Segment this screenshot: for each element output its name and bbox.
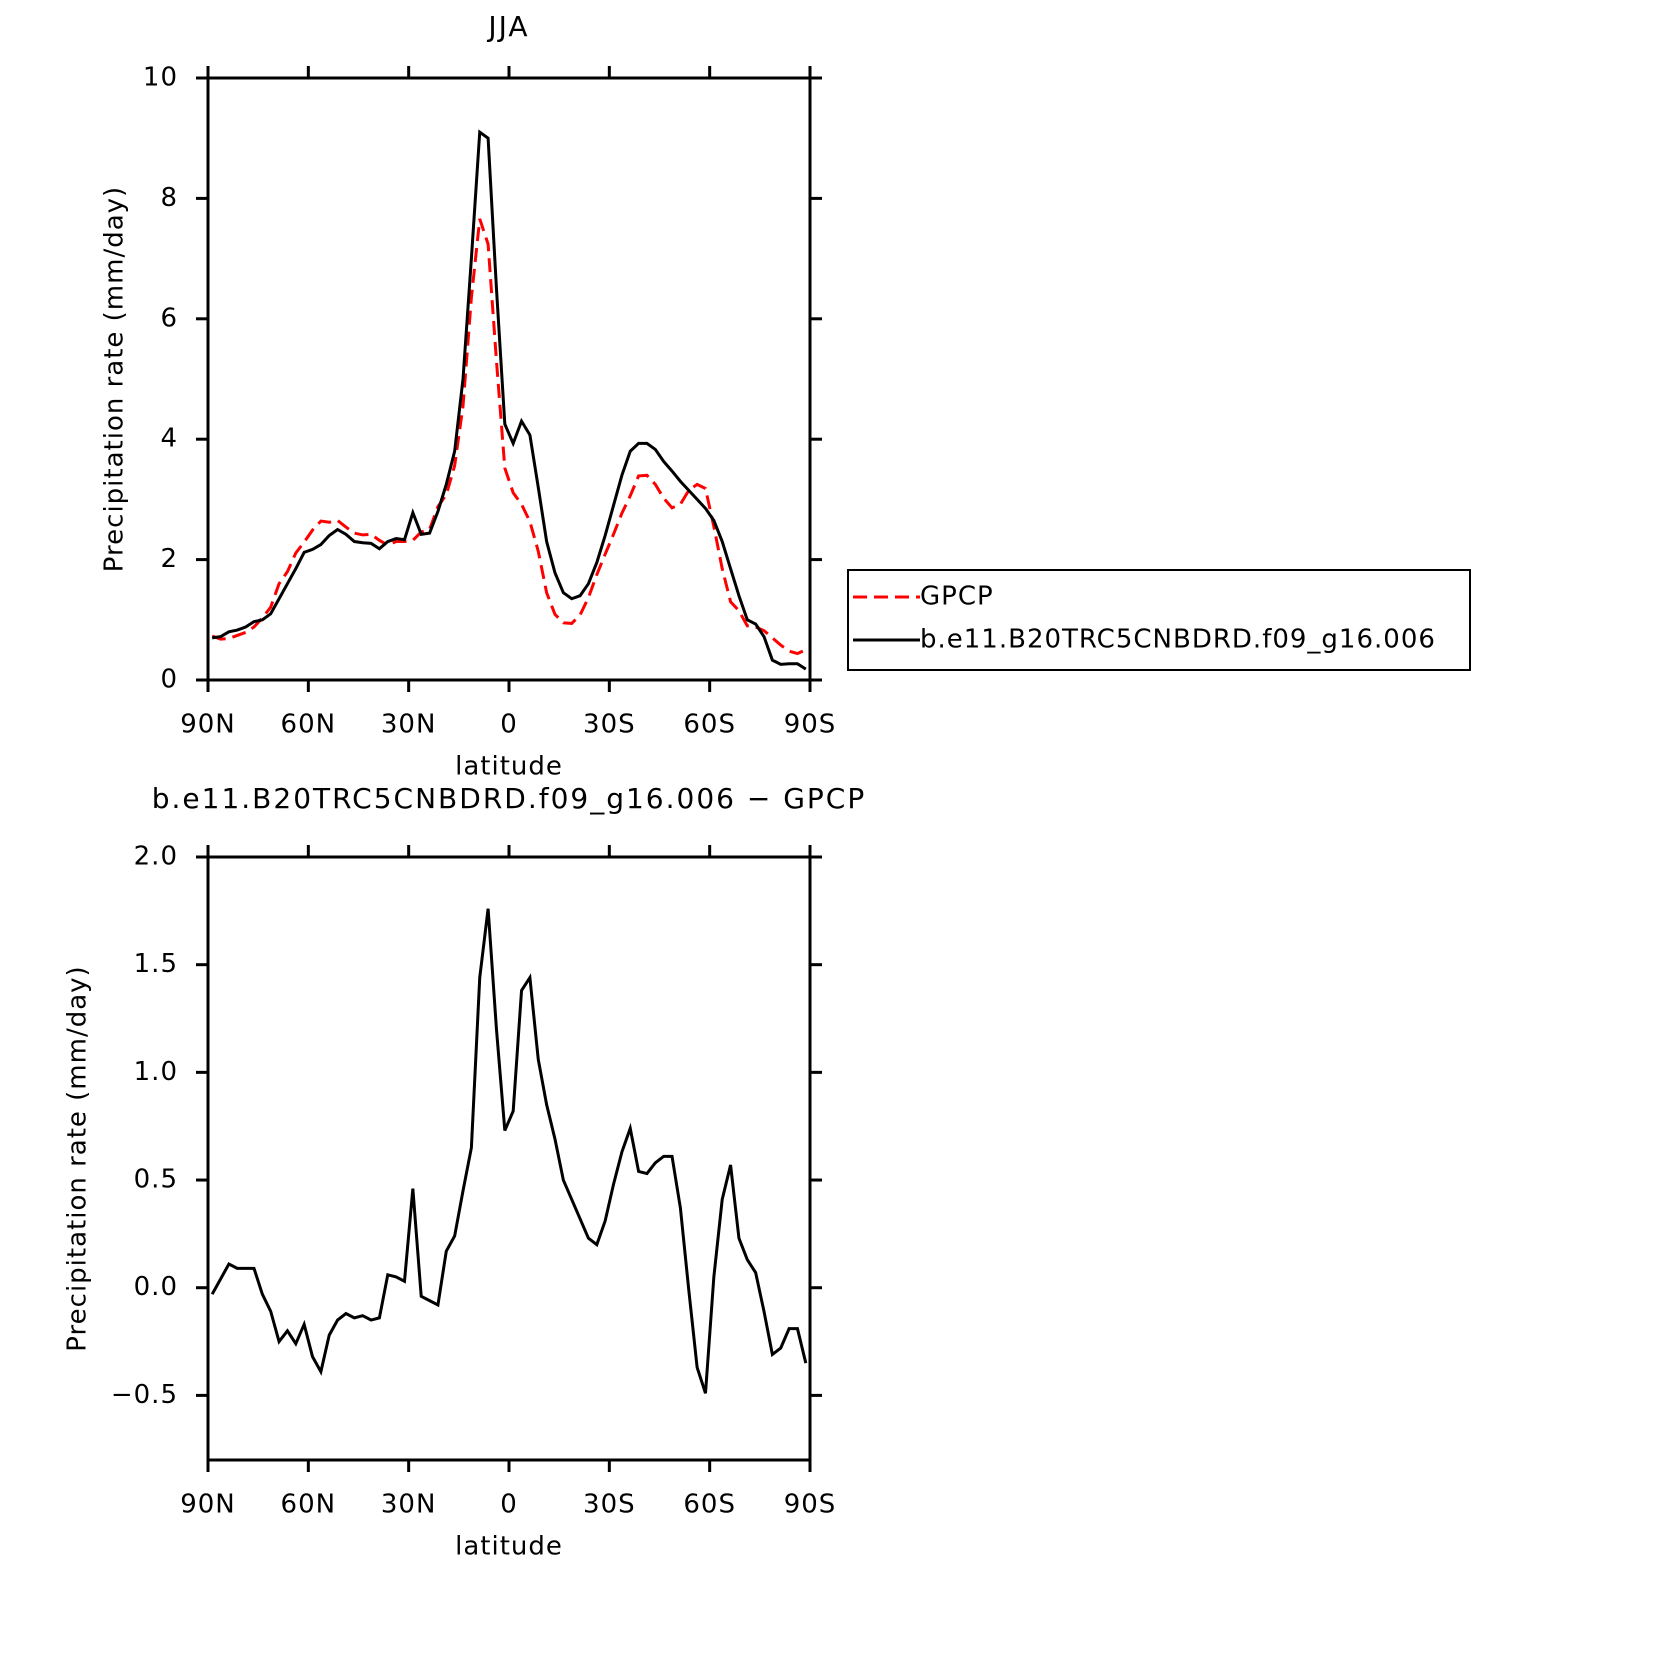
x-tick-label: 60S <box>683 1490 736 1520</box>
y-tick-label: 6 <box>160 303 178 333</box>
x-tick-label: 60S <box>683 710 736 740</box>
chart-title: b.e11.B20TRC5CNBDRD.f09_g16.006 − GPCP <box>152 782 867 815</box>
x-tick-label: 0 <box>500 710 518 740</box>
x-tick-label: 60N <box>281 710 337 740</box>
data-line <box>210 908 808 1394</box>
x-tick-label: 60N <box>281 1490 337 1520</box>
x-tick-label: 90N <box>180 710 236 740</box>
y-tick-label: 2 <box>160 544 178 574</box>
x-axis-label: latitude <box>455 1532 563 1562</box>
x-tick-label: 0 <box>500 1490 518 1520</box>
plot-frame <box>206 76 812 682</box>
x-tick-label: 90S <box>784 710 837 740</box>
y-tick-label: 2.0 <box>134 842 178 872</box>
y-tick-label: 0 <box>160 665 178 695</box>
y-tick-label: 1.5 <box>134 949 178 979</box>
legend-label: b.e11.B20TRC5CNBDRD.f09_g16.006 <box>920 625 1436 655</box>
y-tick-label: 0.0 <box>134 1272 178 1302</box>
plot-frame <box>206 855 812 1462</box>
legend-label: GPCP <box>920 582 994 612</box>
x-tick-label: 90S <box>784 1490 837 1520</box>
y-axis-label: Precipitation rate (mm/day) <box>63 965 93 1351</box>
x-tick-label: 30S <box>583 1490 636 1520</box>
y-axis-label: Precipitation rate (mm/day) <box>100 186 130 572</box>
y-tick-label: 8 <box>160 183 178 213</box>
data-line <box>211 218 807 656</box>
x-tick-label: 30S <box>583 710 636 740</box>
chart-title: JJA <box>486 10 529 43</box>
y-tick-label: 4 <box>160 424 178 454</box>
data-line <box>211 129 807 671</box>
y-tick-label: −0.5 <box>111 1380 178 1410</box>
legend-box <box>847 569 1471 671</box>
y-tick-label: 10 <box>143 63 178 93</box>
x-axis-label: latitude <box>455 752 563 782</box>
x-tick-label: 90N <box>180 1490 236 1520</box>
x-tick-label: 30N <box>381 1490 437 1520</box>
x-tick-label: 30N <box>381 710 437 740</box>
y-tick-label: 1.0 <box>134 1057 178 1087</box>
y-tick-label: 0.5 <box>134 1165 178 1195</box>
